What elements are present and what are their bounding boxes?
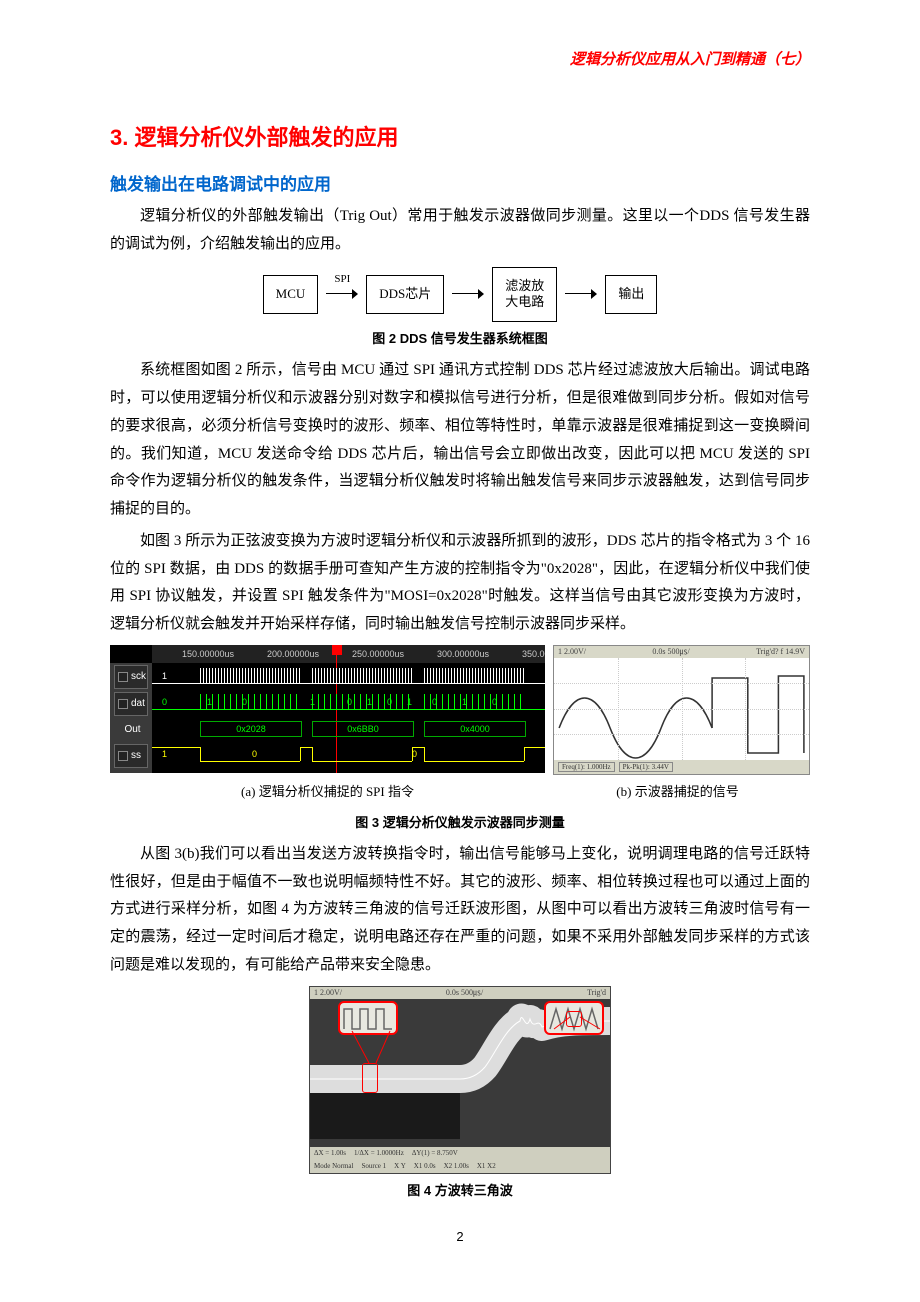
la-sck-burst bbox=[200, 668, 300, 684]
fig4-x2: X2 1.00s bbox=[444, 1162, 469, 1170]
la-ruler: 150.00000us 200.00000us 250.00000us 300.000… bbox=[152, 645, 545, 663]
la-lane-out: 0x2028 0x6BB0 0x4000 bbox=[152, 717, 545, 741]
la-value: 0 bbox=[252, 749, 257, 759]
fig2-arrow-label-spi: SPI bbox=[326, 273, 358, 285]
la-decoded-value: 0x2028 bbox=[200, 721, 302, 737]
fig4-time-label: 0.0s 500㎲/ bbox=[446, 987, 483, 998]
scope-meas-freq: Freq(1): 1.000Hz bbox=[558, 762, 615, 772]
fig2-caption: 图 2 DDS 信号发生器系统框图 bbox=[110, 328, 810, 347]
paragraph-3: 如图 3 所示为正弦波变换为方波时逻辑分析仪和示波器所抓到的波形，DDS 芯片的… bbox=[110, 528, 810, 639]
la-value: 1 bbox=[162, 671, 167, 681]
fig3-row: 150.00000us 200.00000us 250.00000us 300.000… bbox=[110, 645, 810, 775]
fig2-box-dds: DDS芯片 bbox=[366, 275, 444, 314]
fig2-box-mcu: MCU bbox=[263, 275, 319, 314]
fig4-x1: X1 0.0s bbox=[414, 1162, 436, 1170]
la-lane-ss: 1 0 0 bbox=[152, 743, 545, 767]
fig4-trig-label: Trig'd bbox=[587, 988, 606, 997]
fig4-zoom-lines bbox=[310, 999, 610, 1147]
la-ruler-tick: 250.00000us bbox=[352, 649, 404, 659]
la-ch-out: Out bbox=[114, 719, 148, 741]
fig4-mode: Mode Normal bbox=[314, 1162, 353, 1170]
page-header-title: 逻辑分析仪应用从入门到精通（七） bbox=[570, 48, 810, 69]
scope-grid bbox=[554, 658, 809, 760]
fig2-box-output: 输出 bbox=[605, 275, 657, 314]
la-ch-ss: ss bbox=[114, 744, 148, 768]
scope-trig-label: Trig'd? f 14.9V bbox=[756, 647, 805, 656]
la-decoded-value: 0x6BB0 bbox=[312, 721, 414, 737]
fig2-arrow-2 bbox=[452, 287, 484, 301]
fig4-meas-bar: ΔX = 1.00s 1/ΔX = 1.0000Hz ΔY(1) = 8.750… bbox=[310, 1147, 610, 1159]
la-ruler-tick: 300.00000us bbox=[437, 649, 489, 659]
la-ruler-tick: 200.00000us bbox=[267, 649, 319, 659]
la-sck-burst bbox=[312, 668, 412, 684]
fig4-xy: X Y bbox=[394, 1162, 406, 1170]
fig4-source: Source 1 bbox=[361, 1162, 386, 1170]
fig4-dy: ΔY(1) = 8.750V bbox=[412, 1149, 458, 1157]
la-dat-burst bbox=[200, 694, 300, 710]
la-ch-label: Out bbox=[124, 719, 140, 741]
trigger-marker-icon bbox=[332, 645, 342, 655]
fig4-ch-label: 1 2.00V/ bbox=[314, 988, 342, 997]
la-channel-labels: sck dat Out ss bbox=[110, 663, 152, 773]
fig4-wave-area bbox=[310, 999, 610, 1147]
scope-time-label: 0.0s 500㎲/ bbox=[652, 646, 689, 657]
fig4-oscilloscope: 1 2.00V/ 0.0s 500㎲/ Trig'd bbox=[309, 986, 611, 1174]
la-ruler-tick: 150.00000us bbox=[182, 649, 234, 659]
fig4-1dx: 1/ΔX = 1.0000Hz bbox=[354, 1149, 404, 1157]
la-sck-burst bbox=[424, 668, 524, 684]
fig3a-logic-analyzer: 150.00000us 200.00000us 250.00000us 300.000… bbox=[110, 645, 545, 773]
la-dat-burst bbox=[424, 694, 524, 710]
fig3-caption: 图 3 逻辑分析仪触发示波器同步测量 bbox=[110, 812, 810, 831]
fig3-sub-b: (b) 示波器捕捉的信号 bbox=[545, 781, 810, 800]
scope-ch-label: 1 2.00V/ bbox=[558, 647, 586, 656]
paragraph-2: 系统框图如图 2 所示，信号由 MCU 通过 SPI 通讯方式控制 DDS 芯片… bbox=[110, 357, 810, 524]
scope-meas-pkpk: Pk-Pk(1): 3.44V bbox=[619, 762, 673, 772]
la-value: 0 bbox=[162, 697, 167, 707]
scope-bottom-bar: Freq(1): 1.000Hz Pk-Pk(1): 3.44V bbox=[554, 760, 809, 774]
la-ch-dat: dat bbox=[114, 692, 148, 716]
paragraph-1: 逻辑分析仪的外部触发输出（Trig Out）常用于触发示波器做同步测量。这里以一… bbox=[110, 203, 810, 259]
la-decoded-value: 0x4000 bbox=[424, 721, 526, 737]
fig3-sub-a: (a) 逻辑分析仪捕捉的 SPI 指令 bbox=[110, 781, 545, 800]
fig4-menu-bar: Mode Normal Source 1 X Y X1 0.0s X2 1.00… bbox=[310, 1159, 610, 1173]
fig4-caption: 图 4 方波转三角波 bbox=[110, 1180, 810, 1199]
fig4-x1x2: X1 X2 bbox=[477, 1162, 496, 1170]
la-ruler-tick: 350.00 bbox=[522, 649, 545, 659]
la-lane-sck: 1 bbox=[152, 665, 545, 689]
la-value: 0 bbox=[412, 749, 417, 759]
fig2-arrow-spi: SPI bbox=[326, 287, 358, 301]
fig2-box-filter: 滤波放 大电路 bbox=[492, 267, 557, 323]
la-value: 1 bbox=[162, 749, 167, 759]
la-lane-dat: 01010101010 bbox=[152, 691, 545, 715]
la-dat-burst bbox=[312, 694, 412, 710]
fig3b-oscilloscope: 1 2.00V/ 0.0s 500㎲/ Trig'd? f 14.9V Freq… bbox=[553, 645, 810, 775]
fig4-top-bar: 1 2.00V/ 0.0s 500㎲/ Trig'd bbox=[310, 987, 610, 999]
fig2-block-diagram: MCU SPI DDS芯片 滤波放 大电路 输出 bbox=[110, 267, 810, 323]
subsection-heading: 触发输出在电路调试中的应用 bbox=[110, 170, 810, 195]
page: 逻辑分析仪应用从入门到精通（七） 3. 逻辑分析仪外部触发的应用 触发输出在电路… bbox=[0, 0, 920, 1284]
la-ch-sck: sck bbox=[114, 665, 148, 689]
scope-top-bar: 1 2.00V/ 0.0s 500㎲/ Trig'd? f 14.9V bbox=[554, 646, 809, 658]
fig3-subcaptions: (a) 逻辑分析仪捕捉的 SPI 指令 (b) 示波器捕捉的信号 bbox=[110, 781, 810, 800]
fig2-arrow-3 bbox=[565, 287, 597, 301]
la-ch-label: dat bbox=[131, 693, 145, 715]
fig4-dx: ΔX = 1.00s bbox=[314, 1149, 346, 1157]
paragraph-4: 从图 3(b)我们可以看出当发送方波转换指令时，输出信号能够马上变化，说明调理电… bbox=[110, 841, 810, 980]
page-number: 2 bbox=[110, 1229, 810, 1244]
section-heading: 3. 逻辑分析仪外部触发的应用 bbox=[110, 120, 810, 152]
la-ch-label: sck bbox=[131, 666, 146, 688]
la-ch-label: ss bbox=[131, 745, 141, 767]
